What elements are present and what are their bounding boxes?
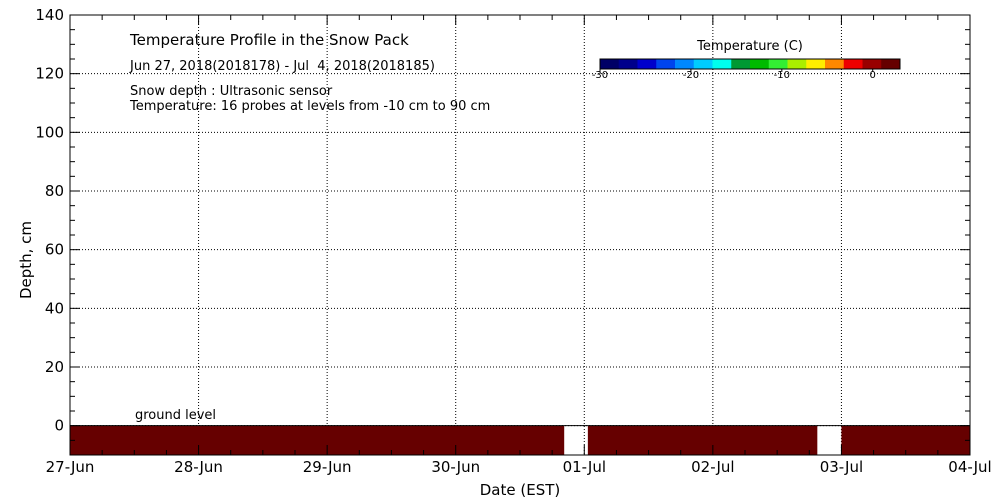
x-tick-label: 02-Jul [691, 458, 734, 476]
colorbar-cell [825, 59, 845, 69]
colorbar-cell [656, 59, 676, 69]
grid-layer [70, 15, 970, 455]
colorbar-tick-label: -10 [774, 70, 790, 81]
plot-area-frame [69, 14, 971, 456]
colorbar-cell [806, 59, 826, 69]
temperature-band-segment [70, 425, 565, 455]
colorbar-tick-label: -30 [592, 70, 608, 81]
colorbar-frame [599, 58, 901, 70]
colorbar-tick-label: 0 [870, 70, 876, 81]
y-tick-label: 40 [45, 299, 64, 317]
x-tick-label: 27-Jun [46, 458, 95, 476]
y-tick-label: 20 [45, 358, 64, 376]
x-tick-label: 28-Jun [174, 458, 223, 476]
colorbar-title: Temperature (C) [696, 39, 803, 54]
x-tick-label: 01-Jul [563, 458, 606, 476]
x-axis-label: Date (EST) [480, 481, 561, 499]
y-axis-label: Depth, cm [17, 221, 35, 299]
y-tick-label: 60 [45, 241, 64, 259]
colorbar-cell [693, 59, 713, 69]
colorbar-cell [750, 59, 770, 69]
y-tick-label: 0 [54, 417, 64, 435]
y-tick-label: 100 [35, 123, 64, 141]
colorbar-cell [637, 59, 657, 69]
colorbar-cell [787, 59, 807, 69]
temperature-colorbar: Temperature (C) -30 -20 -10 0 [592, 39, 901, 81]
x-tick-label: 30-Jun [431, 458, 480, 476]
colorbar-cell [712, 59, 732, 69]
temperature-band-segment [587, 425, 818, 455]
ground-level-label: ground level [135, 408, 216, 423]
x-tick-label: 03-Jul [820, 458, 863, 476]
y-tick-label: 140 [35, 6, 64, 24]
chart-note-snow-depth: Snow depth : Ultrasonic sensor [130, 84, 333, 99]
colorbar-cell [768, 59, 788, 69]
chart-note-temperature: Temperature: 16 probes at levels from -1… [129, 99, 490, 114]
colorbar-cells [600, 59, 901, 69]
x-tick-label: 29-Jun [303, 458, 352, 476]
colorbar-cell [618, 59, 638, 69]
colorbar-ticks: -30 -20 -10 0 [592, 69, 876, 81]
colorbar-cell [862, 59, 882, 69]
tick-layer: 27-Jun 28-Jun 29-Jun 30-Jun 01-Jul 02-Jul 03-J… [35, 6, 991, 476]
colorbar-cell [843, 59, 863, 69]
heatmap-layer [70, 425, 970, 455]
colorbar-cell [675, 59, 695, 69]
colorbar-cell [600, 59, 620, 69]
y-tick-label: 120 [35, 65, 64, 83]
y-tick-label: 80 [45, 182, 64, 200]
colorbar-cell [731, 59, 751, 69]
chart-title: Temperature Profile in the Snow Pack [129, 31, 409, 49]
colorbar-cell [881, 59, 901, 69]
x-tick-label: 04-Jul [948, 458, 991, 476]
colorbar-tick-label: -20 [683, 70, 699, 81]
chart-subtitle: Jun 27, 2018(2018178) - Jul 4, 2018(2018… [129, 59, 435, 74]
